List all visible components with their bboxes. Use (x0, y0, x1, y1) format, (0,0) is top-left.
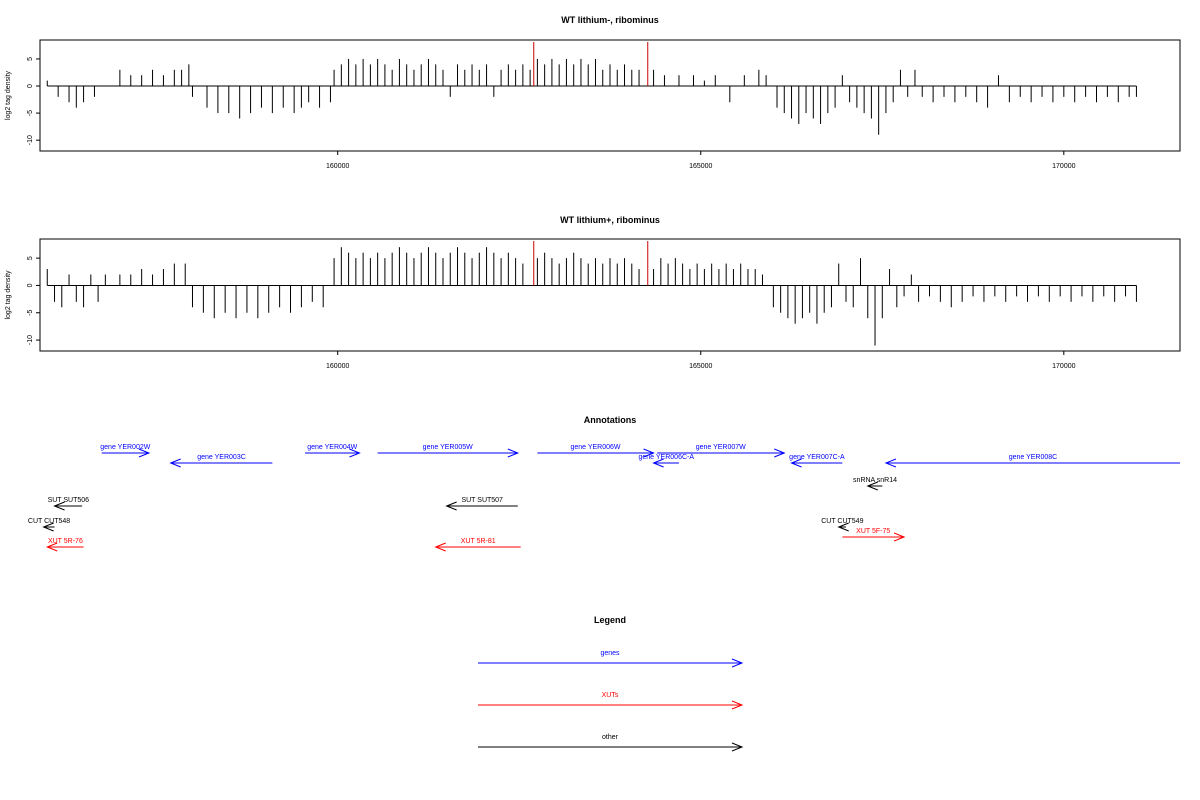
annotation-arrow-head (652, 458, 664, 468)
annotation-arrow-head (790, 458, 802, 468)
legend-items: genes XUTs other (478, 650, 744, 752)
annotation-arrow-head (507, 448, 520, 458)
annotation-feature: CUT CUT549 (821, 518, 864, 532)
annotation-label: SUT SUT507 (461, 497, 503, 504)
annotation-label: snRNA snR14 (853, 477, 897, 484)
annotation-feature: gene YER005W (377, 444, 520, 458)
legend-arrow-head (731, 700, 744, 710)
legend-arrow-head (731, 742, 744, 752)
annotation-arrow-head (138, 448, 151, 458)
annotation-feature: XUT 5R-76 (45, 538, 84, 552)
annotation-label: XUT 5R-76 (48, 538, 83, 545)
y-tick-label: -10 (27, 335, 34, 345)
annotation-arrow-head (445, 501, 457, 511)
y-tick-label: 5 (27, 57, 34, 61)
annotation-label: gene YER006W (570, 444, 620, 451)
y-tick-label: 0 (27, 283, 34, 287)
annotation-arrow-head (349, 448, 361, 458)
annotation-arrow-head (884, 458, 897, 468)
legend-arrow-head (731, 658, 744, 668)
annotation-arrow-head (893, 532, 906, 542)
y-tick-label: -5 (27, 110, 34, 116)
annotation-label: gene YER003C (197, 454, 246, 461)
data-bars (46, 42, 1137, 135)
annotation-arrow-head (837, 522, 849, 532)
annotation-arrow-head (434, 542, 446, 552)
annotation-feature: CUT CUT548 (28, 518, 70, 532)
annotation-label: CUT CUT549 (821, 518, 863, 525)
data-bars (46, 241, 1137, 346)
annotations-title: Annotations (584, 415, 637, 425)
x-tick-label: 165000 (689, 163, 712, 170)
annotation-feature: gene YER007W (657, 444, 786, 458)
annotation-arrow-head (169, 458, 181, 468)
annotation-feature: gene YER007C-A (789, 454, 845, 468)
legend-label: other (602, 734, 619, 741)
panel-title: WT lithium-, ribominus (561, 15, 659, 25)
x-tick-label: 160000 (326, 363, 349, 370)
axis-ticks: 5 0 -5 -10 160000 165000 170000 (27, 256, 1076, 370)
panel-title: WT lithium+, ribominus (560, 215, 660, 225)
plot-frame (39, 238, 1181, 352)
y-tick-label: 5 (27, 256, 34, 260)
annotation-feature: gene YER003C (169, 454, 273, 468)
x-tick-label: 165000 (689, 363, 712, 370)
y-tick-label: -10 (27, 135, 34, 145)
annotation-arrow-head (42, 522, 54, 532)
annotation-arrow-head (774, 448, 786, 458)
annotation-label: gene YER007C-A (789, 454, 845, 461)
annotation-label: gene YER007W (696, 444, 746, 451)
annotation-arrow-head (866, 481, 878, 491)
annotation-label: gene YER005W (423, 444, 473, 451)
annotation-label: gene YER002W (100, 444, 150, 451)
y-axis-title: log2 tag density (5, 70, 12, 120)
legend-title: Legend (594, 615, 626, 625)
annotation-items: gene YER002W gene YER003C gene YER004W gene… (28, 444, 1180, 552)
legend-label: XUTs (602, 692, 619, 699)
x-tick-label: 160000 (326, 163, 349, 170)
annotation-label: XUT 5R-81 (461, 538, 496, 545)
panel-wt-lithium-plus: WT lithium+, ribominus log2 tag density … (5, 215, 1181, 370)
annotation-feature: gene YER008C (884, 454, 1180, 468)
y-tick-label: 0 (27, 84, 34, 88)
annotation-feature: snRNA snR14 (853, 477, 897, 491)
annotation-feature: gene YER006C-A (639, 454, 695, 468)
annotation-feature: SUT SUT507 (445, 497, 518, 511)
legend-item: genes (478, 650, 744, 668)
annotation-arrow-head (643, 448, 655, 458)
plot-frame (39, 39, 1181, 152)
axis-ticks: 5 0 -5 -10 160000 165000 170000 (27, 57, 1076, 170)
annotation-label: gene YER008C (1009, 454, 1058, 461)
annotation-label: CUT CUT548 (28, 518, 70, 525)
annotation-label: gene YER004W (307, 444, 357, 451)
annotation-label: XUT 5F-75 (856, 528, 890, 535)
y-axis-title: log2 tag density (5, 270, 12, 320)
annotation-arrow-head (45, 542, 58, 552)
legend-section: Legend genes XUTs other (478, 615, 744, 752)
annotation-feature: XUT 5F-75 (842, 528, 906, 542)
annotation-feature: gene YER004W (305, 444, 361, 458)
legend-item: XUTs (478, 692, 744, 710)
annotation-label: SUT SUT506 (48, 497, 90, 504)
annotation-feature: SUT SUT506 (48, 497, 90, 511)
legend-label: genes (600, 650, 620, 657)
annotation-label: gene YER006C-A (639, 454, 695, 461)
panel-wt-lithium-minus: WT lithium-, ribominus log2 tag density … (5, 15, 1181, 170)
legend-item: other (478, 734, 744, 752)
annotation-feature: gene YER002W (100, 444, 151, 458)
x-tick-label: 170000 (1052, 363, 1075, 370)
x-tick-label: 170000 (1052, 163, 1075, 170)
annotation-arrow-head (53, 501, 65, 511)
annotation-feature: XUT 5R-81 (434, 538, 521, 552)
annotation-feature: gene YER006W (537, 444, 655, 458)
y-tick-label: -5 (27, 310, 34, 316)
